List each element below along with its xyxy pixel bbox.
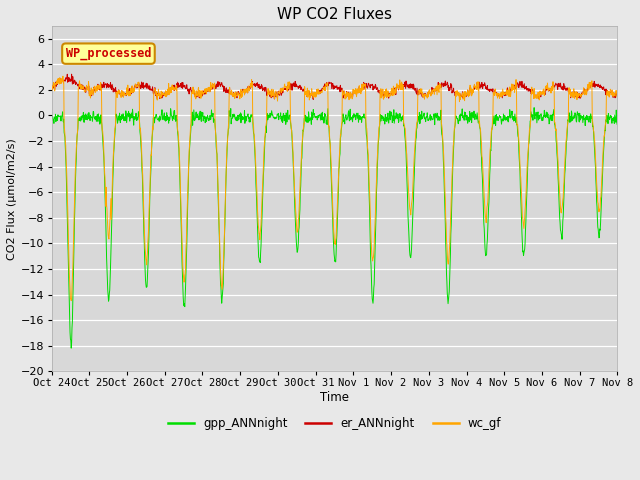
Title: WP CO2 Fluxes: WP CO2 Fluxes — [277, 7, 392, 22]
wc_gf — [613, 94, 621, 100]
er_ANNnight — [174, 79, 182, 85]
Legend: gpp_ANNnight, er_ANNnight, wc_gf: gpp_ANNnight, er_ANNnight, wc_gf — [163, 412, 506, 435]
er_ANNnight — [309, 96, 317, 102]
wc_gf — [237, 95, 245, 100]
Line: er_ANNnight: er_ANNnight — [52, 74, 617, 99]
wc_gf — [48, 83, 56, 88]
er_ANNnight — [547, 88, 554, 94]
er_ANNnight — [48, 82, 56, 88]
er_ANNnight — [423, 93, 431, 98]
gpp_ANNnight — [547, 115, 554, 120]
wc_gf — [67, 298, 75, 303]
er_ANNnight — [613, 93, 621, 99]
gpp_ANNnight — [67, 345, 75, 351]
wc_gf — [497, 90, 504, 96]
gpp_ANNnight — [48, 111, 56, 117]
er_ANNnight — [160, 91, 168, 97]
er_ANNnight — [497, 92, 504, 98]
wc_gf — [547, 87, 554, 93]
gpp_ANNnight — [613, 121, 621, 127]
Line: wc_gf: wc_gf — [52, 76, 617, 300]
gpp_ANNnight — [531, 105, 538, 110]
gpp_ANNnight — [237, 120, 245, 126]
gpp_ANNnight — [422, 113, 430, 119]
gpp_ANNnight — [174, 131, 182, 136]
wc_gf — [161, 92, 168, 97]
gpp_ANNnight — [497, 115, 504, 120]
er_ANNnight — [68, 72, 76, 77]
wc_gf — [423, 92, 431, 98]
Text: WP_processed: WP_processed — [66, 47, 151, 60]
er_ANNnight — [237, 89, 245, 95]
wc_gf — [174, 129, 182, 135]
wc_gf — [59, 73, 67, 79]
X-axis label: Time: Time — [320, 391, 349, 404]
Line: gpp_ANNnight: gpp_ANNnight — [52, 108, 617, 348]
gpp_ANNnight — [160, 112, 168, 118]
Y-axis label: CO2 Flux (μmol/m2/s): CO2 Flux (μmol/m2/s) — [7, 138, 17, 260]
